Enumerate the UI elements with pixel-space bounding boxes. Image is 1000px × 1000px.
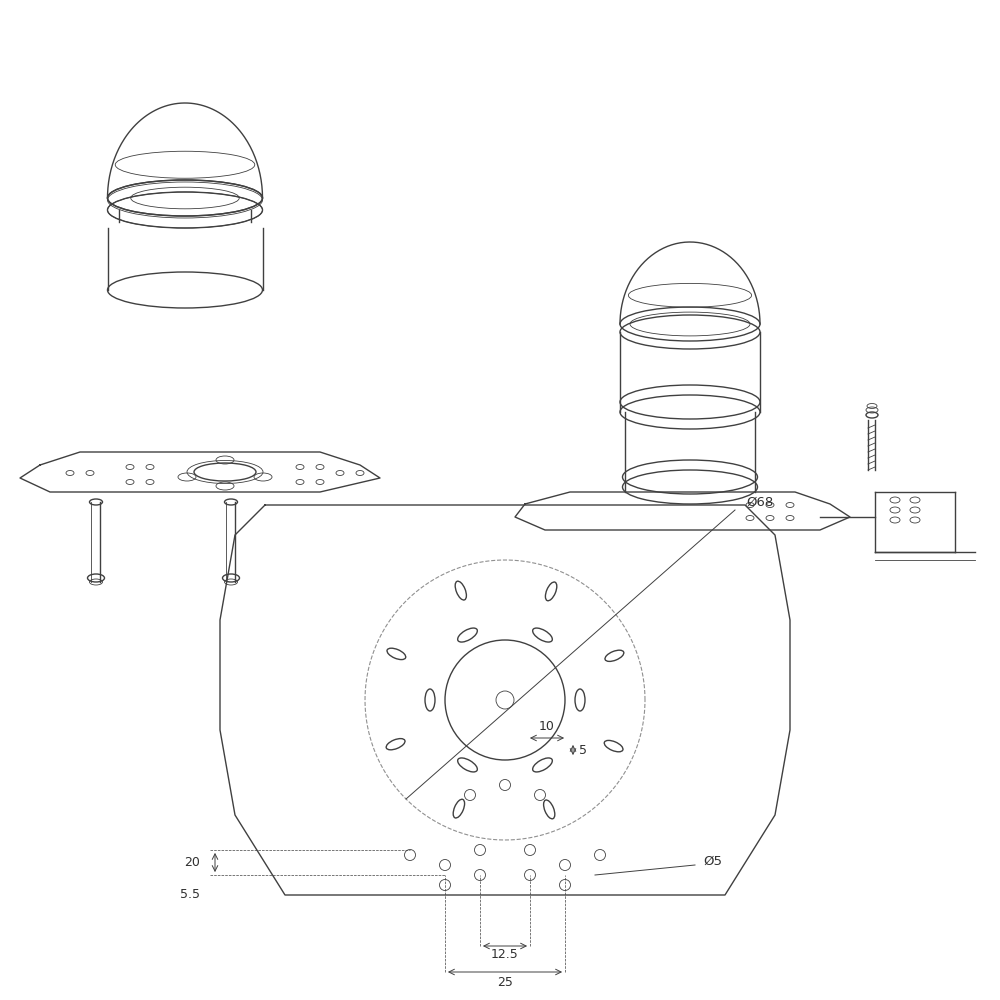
Text: 5.5: 5.5 xyxy=(180,888,200,902)
Text: 12.5: 12.5 xyxy=(491,948,519,960)
Text: 25: 25 xyxy=(497,976,513,990)
Text: 5: 5 xyxy=(579,744,587,756)
Text: 20: 20 xyxy=(184,856,200,869)
Text: Ø5: Ø5 xyxy=(704,854,722,867)
Text: 10: 10 xyxy=(539,720,555,734)
Text: Ø68: Ø68 xyxy=(746,495,774,508)
